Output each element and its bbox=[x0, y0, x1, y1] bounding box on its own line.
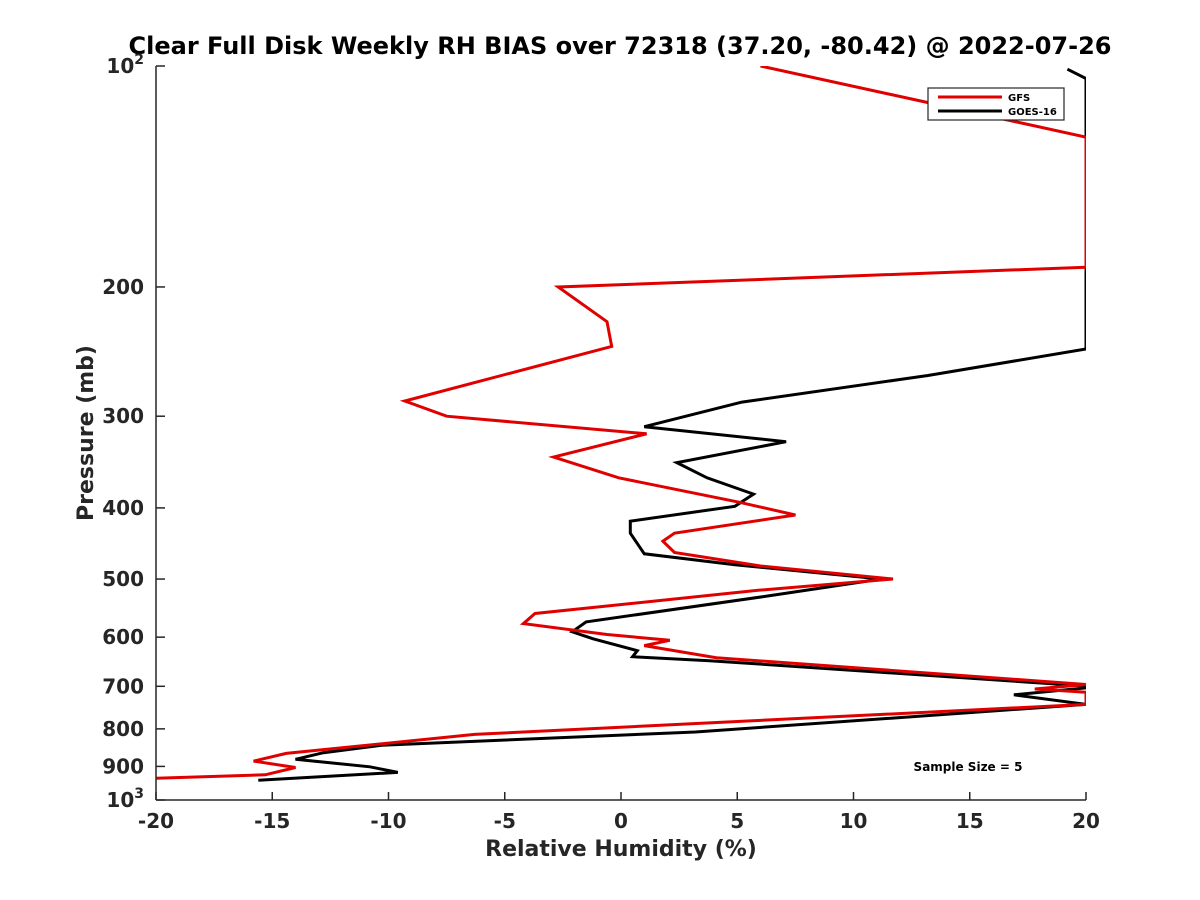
x-tick-label: 5 bbox=[730, 809, 744, 833]
y-tick-label: 200 bbox=[102, 275, 144, 299]
y-axis-label: Pressure (mb) bbox=[74, 345, 99, 521]
legend-box bbox=[927, 87, 1065, 121]
series-layer bbox=[156, 66, 1086, 782]
x-tick-label: -15 bbox=[254, 809, 290, 833]
series-line-gfs bbox=[156, 66, 1086, 780]
x-ticks: -20 -15 -10 -5 0 5 10 15 20 bbox=[138, 792, 1100, 833]
x-tick-label: 10 bbox=[840, 809, 868, 833]
y-tick-label: 300 bbox=[102, 404, 144, 428]
sample-size-annotation: Sample Size = 5 bbox=[914, 760, 1023, 774]
legend-label: GOES-16 bbox=[1008, 107, 1057, 118]
y-tick-label: 900 bbox=[102, 754, 144, 778]
y-tick-label: 400 bbox=[102, 496, 144, 520]
x-axis-label: Relative Humidity (%) bbox=[485, 837, 757, 862]
x-tick-label: 0 bbox=[614, 809, 628, 833]
y-tick-label: 500 bbox=[102, 567, 144, 591]
y-tick-label: 700 bbox=[102, 674, 144, 698]
x-tick-label: 20 bbox=[1072, 809, 1100, 833]
legend: GFS GOES-16 bbox=[927, 87, 1065, 121]
y-tick-label: 600 bbox=[102, 625, 144, 649]
x-tick-label: 15 bbox=[956, 809, 984, 833]
x-tick-label: -20 bbox=[138, 809, 174, 833]
y-tick-label: 800 bbox=[102, 717, 144, 741]
y-tick-label: 103 bbox=[106, 786, 144, 812]
chart-title: Clear Full Disk Weekly RH BIAS over 7231… bbox=[129, 32, 1112, 60]
y-ticks: 102 200 300 400 500 600 700 800 900 103 bbox=[102, 52, 165, 812]
y-tick-label: 102 bbox=[106, 52, 144, 78]
x-tick-label: -10 bbox=[370, 809, 406, 833]
legend-label: GFS bbox=[1008, 93, 1030, 104]
series-line-goes-16 bbox=[258, 67, 1086, 782]
x-tick-label: -5 bbox=[494, 809, 516, 833]
